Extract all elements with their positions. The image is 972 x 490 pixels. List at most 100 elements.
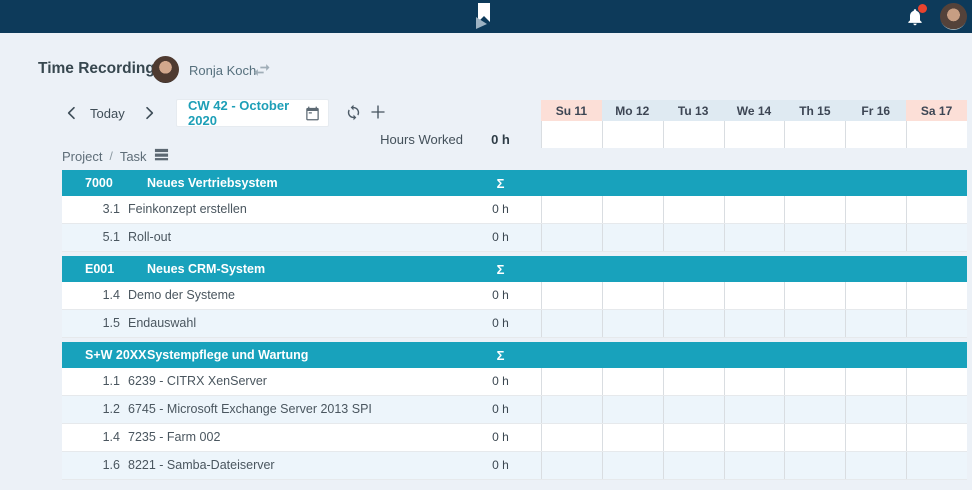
task-day-cell[interactable] (601, 282, 663, 309)
task-day-cell[interactable] (723, 224, 785, 251)
employee-name: Ronja Koch (189, 63, 257, 78)
task-day-cell[interactable] (662, 424, 724, 451)
week-selector[interactable]: CW 42 - October 2020 (176, 98, 329, 128)
notifications-bell-icon[interactable] (902, 4, 928, 30)
task-day-cell[interactable] (906, 424, 967, 451)
task-day-cell[interactable] (723, 452, 785, 479)
task-day-cell[interactable] (601, 424, 663, 451)
project-task-label: Project / Task (62, 147, 169, 165)
task-row: 1.4 7235 - Farm 002 0 h (62, 424, 967, 452)
next-week-button[interactable] (141, 105, 157, 121)
task-day-cell[interactable] (601, 368, 663, 395)
task-day-cell[interactable] (784, 224, 845, 251)
task-day-cell[interactable] (906, 224, 967, 251)
task-day-cell[interactable] (662, 396, 724, 423)
switch-employee-icon[interactable] (252, 60, 272, 85)
task-day-cell[interactable] (723, 396, 785, 423)
task-day-cell[interactable] (662, 224, 724, 251)
project-section-header[interactable]: 7000 Neues Vertriebsystem Σ (62, 170, 967, 196)
project-code: 7000 (85, 176, 113, 190)
task-day-cell[interactable] (723, 368, 785, 395)
task-day-cell[interactable] (784, 368, 845, 395)
refresh-icon[interactable] (345, 104, 363, 122)
task-day-cell[interactable] (723, 196, 785, 223)
day-header-cell: Th 15 (784, 100, 846, 121)
employee-avatar (152, 56, 179, 83)
task-day-cell[interactable] (784, 424, 845, 451)
task-day-cell[interactable] (541, 368, 602, 395)
task-day-cell[interactable] (845, 224, 906, 251)
task-day-cell[interactable] (662, 282, 724, 309)
task-day-cell[interactable] (906, 282, 967, 309)
current-user-avatar[interactable] (940, 3, 967, 30)
task-day-cell[interactable] (541, 196, 602, 223)
task-day-cell[interactable] (662, 452, 724, 479)
task-number: 3.1 (102, 202, 120, 216)
task-hours-sum: 0 h (492, 288, 509, 302)
calendar-icon[interactable] (305, 106, 320, 121)
task-day-cell[interactable] (601, 310, 663, 337)
task-day-cell[interactable] (541, 396, 602, 423)
task-name: Demo der Systeme (128, 288, 235, 302)
project-label: Project (62, 148, 103, 164)
task-day-cell[interactable] (784, 310, 845, 337)
project-section: 7000 Neues Vertriebsystem Σ 3.1 Feinkonzept … (62, 170, 967, 252)
day-header-cell: Mo 12 (601, 100, 663, 121)
task-day-cell[interactable] (906, 196, 967, 223)
task-day-cell[interactable] (723, 310, 785, 337)
task-name: 7235 - Farm 002 (128, 430, 221, 444)
task-day-cell[interactable] (906, 368, 967, 395)
task-day-cell[interactable] (601, 224, 663, 251)
task-day-cell[interactable] (906, 396, 967, 423)
task-day-cell[interactable] (845, 310, 906, 337)
task-day-cell[interactable] (784, 396, 845, 423)
task-day-cell[interactable] (541, 282, 602, 309)
task-day-cell[interactable] (541, 452, 602, 479)
task-day-cell[interactable] (845, 282, 906, 309)
task-day-cell[interactable] (906, 452, 967, 479)
task-day-cell[interactable] (662, 368, 724, 395)
task-day-cell[interactable] (845, 368, 906, 395)
task-day-cell[interactable] (845, 196, 906, 223)
task-day-cell[interactable] (845, 396, 906, 423)
project-sum-sigma: Σ (496, 175, 505, 191)
task-day-cell[interactable] (784, 452, 845, 479)
task-row: 1.4 Demo der Systeme 0 h (62, 282, 967, 310)
week-summary-day-cell[interactable] (906, 121, 967, 148)
task-day-cell[interactable] (662, 310, 724, 337)
task-day-cell[interactable] (541, 224, 602, 251)
task-day-cell[interactable] (601, 196, 663, 223)
task-day-cell[interactable] (723, 424, 785, 451)
project-section-header[interactable]: E001 Neues CRM-System Σ (62, 256, 967, 282)
task-row: 1.6 8221 - Samba-Dateiserver 0 h (62, 452, 967, 480)
project-name: Neues CRM-System (147, 262, 266, 276)
task-day-cell[interactable] (541, 424, 602, 451)
task-day-cell[interactable] (845, 452, 906, 479)
day-header-cell: We 14 (723, 100, 785, 121)
project-section: E001 Neues CRM-System Σ 1.4 Demo der Systeme… (62, 256, 967, 338)
week-summary-day-cell[interactable] (541, 121, 602, 148)
task-day-cell[interactable] (662, 196, 724, 223)
today-button[interactable]: Today (90, 106, 125, 121)
task-day-cell[interactable] (541, 310, 602, 337)
project-section-header[interactable]: S+W 20XX Systempflege und Wartung Σ (62, 342, 967, 368)
week-summary-day-cell[interactable] (784, 121, 845, 148)
notification-badge (918, 4, 927, 13)
week-summary-day-cell[interactable] (662, 121, 724, 148)
week-summary-day-cell[interactable] (601, 121, 663, 148)
rows-icon[interactable] (154, 147, 169, 165)
task-day-cell[interactable] (784, 282, 845, 309)
week-summary-day-cell[interactable] (845, 121, 906, 148)
previous-week-button[interactable] (64, 105, 80, 121)
week-summary-day-cell[interactable] (723, 121, 785, 148)
task-day-cell[interactable] (784, 196, 845, 223)
task-day-cell[interactable] (723, 282, 785, 309)
task-day-cell[interactable] (601, 452, 663, 479)
task-day-cell[interactable] (906, 310, 967, 337)
project-name: Neues Vertriebsystem (147, 176, 278, 190)
task-day-cell[interactable] (845, 424, 906, 451)
task-day-cell[interactable] (601, 396, 663, 423)
hours-worked-value: 0 h (491, 132, 510, 147)
add-booking-icon[interactable] (369, 103, 387, 121)
